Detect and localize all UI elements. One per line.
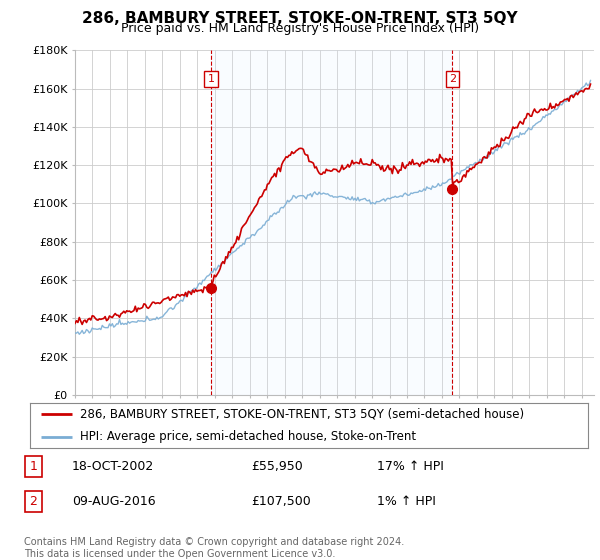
Text: 2: 2 [449, 74, 456, 84]
Bar [211, 50, 452, 395]
Text: £107,500: £107,500 [252, 495, 311, 508]
Text: 286, BAMBURY STREET, STOKE-ON-TRENT, ST3 5QY: 286, BAMBURY STREET, STOKE-ON-TRENT, ST3… [82, 11, 518, 26]
Text: 286, BAMBURY STREET, STOKE-ON-TRENT, ST3 5QY (semi-detached house): 286, BAMBURY STREET, STOKE-ON-TRENT, ST3… [80, 408, 524, 421]
Text: 1: 1 [29, 460, 37, 473]
Text: HPI: Average price, semi-detached house, Stoke-on-Trent: HPI: Average price, semi-detached house,… [80, 430, 416, 444]
Text: Contains HM Land Registry data © Crown copyright and database right 2024.
This d: Contains HM Land Registry data © Crown c… [24, 537, 404, 559]
Text: 09-AUG-2016: 09-AUG-2016 [72, 495, 156, 508]
Text: Price paid vs. HM Land Registry's House Price Index (HPI): Price paid vs. HM Land Registry's House … [121, 22, 479, 35]
Text: £55,950: £55,950 [252, 460, 304, 473]
Text: 2: 2 [29, 495, 37, 508]
Text: 17% ↑ HPI: 17% ↑ HPI [377, 460, 444, 473]
Text: 1: 1 [208, 74, 215, 84]
Text: 18-OCT-2002: 18-OCT-2002 [72, 460, 154, 473]
Text: 1% ↑ HPI: 1% ↑ HPI [377, 495, 436, 508]
